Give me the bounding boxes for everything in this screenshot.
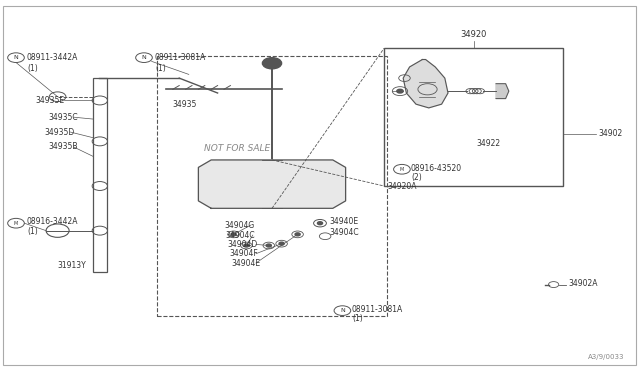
Text: 34904F: 34904F (229, 249, 258, 258)
Text: 34904C: 34904C (225, 231, 255, 240)
Text: (1): (1) (352, 314, 363, 323)
Text: (1): (1) (27, 227, 38, 236)
Circle shape (266, 244, 271, 247)
Polygon shape (496, 84, 509, 99)
Circle shape (279, 242, 284, 245)
Text: 08916-43520: 08916-43520 (411, 164, 462, 173)
Text: A3/9/0033: A3/9/0033 (588, 354, 624, 360)
Text: (1): (1) (27, 64, 38, 73)
Text: 31913Y: 31913Y (58, 262, 86, 270)
Text: 08911-3081A: 08911-3081A (352, 305, 403, 314)
Circle shape (262, 58, 282, 69)
Bar (93, 78, 107, 272)
Circle shape (231, 233, 236, 236)
Polygon shape (403, 60, 448, 108)
Text: 34940E: 34940E (330, 217, 359, 226)
Text: 34902: 34902 (598, 129, 623, 138)
Text: 34902A: 34902A (568, 279, 598, 288)
Text: 34935C: 34935C (48, 113, 77, 122)
Text: 34904G: 34904G (224, 221, 254, 230)
Text: (2): (2) (411, 173, 422, 182)
Circle shape (317, 222, 323, 225)
Text: 08916-3442A: 08916-3442A (27, 217, 78, 226)
Text: 34935E: 34935E (35, 96, 65, 105)
Text: 34920: 34920 (460, 30, 487, 39)
Circle shape (295, 233, 300, 236)
Text: M: M (14, 221, 18, 226)
Text: N: N (141, 55, 147, 60)
Text: 34904D: 34904D (227, 240, 257, 249)
Bar (157, 56, 387, 316)
Circle shape (397, 89, 403, 93)
Polygon shape (198, 160, 346, 208)
Bar (384, 48, 563, 186)
Text: 34904E: 34904E (232, 259, 261, 267)
Text: 34904C: 34904C (330, 228, 359, 237)
Text: 34935D: 34935D (45, 128, 75, 137)
Text: N: N (340, 308, 345, 313)
Text: 08911-3081A: 08911-3081A (155, 53, 206, 62)
Text: 34920A: 34920A (388, 182, 417, 191)
Text: 34922: 34922 (477, 139, 501, 148)
Text: 08911-3442A: 08911-3442A (27, 53, 78, 62)
Text: 34935: 34935 (173, 100, 197, 109)
Text: (1): (1) (155, 64, 166, 73)
Text: 34935B: 34935B (48, 142, 77, 151)
Text: M: M (400, 167, 404, 172)
Text: NOT FOR SALE: NOT FOR SALE (204, 144, 270, 153)
Text: N: N (13, 55, 19, 60)
Circle shape (244, 244, 249, 247)
